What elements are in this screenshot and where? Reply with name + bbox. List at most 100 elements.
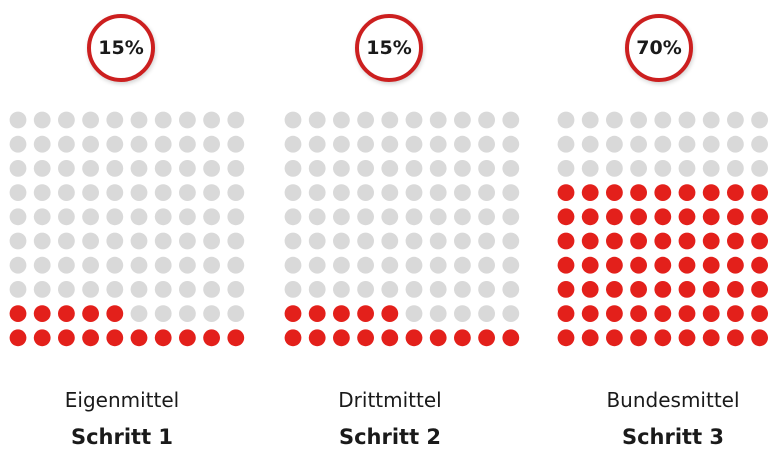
waffle-dot-empty	[33, 111, 51, 129]
waffle-dot-empty	[702, 111, 720, 129]
waffle-dot-empty	[203, 208, 221, 226]
waffle-dot-empty	[478, 281, 495, 298]
category-label-3: Bundesmittel	[606, 388, 740, 412]
waffle-dot-empty	[454, 184, 471, 201]
waffle-dot-empty	[33, 160, 51, 177]
waffle-dot-empty	[429, 232, 447, 250]
waffle-dot-empty	[333, 184, 350, 201]
waffle-dot-filled	[557, 232, 575, 250]
waffle-dot-filled	[33, 305, 51, 322]
waffle-dot-empty	[179, 208, 196, 226]
waffle-dot-empty	[179, 281, 196, 298]
waffle-dot-empty	[284, 111, 302, 129]
waffle-dot-filled	[581, 329, 599, 347]
waffle-dot-filled	[154, 329, 172, 347]
waffle-dot-empty	[429, 135, 447, 153]
step-label-3: Schritt 3	[621, 425, 725, 449]
waffle-dot-filled	[9, 329, 27, 347]
waffle-dot-empty	[357, 208, 374, 226]
waffle-dot-empty	[630, 160, 647, 177]
waffle-dot-empty	[284, 256, 302, 274]
waffle-dot-filled	[357, 329, 374, 347]
waffle-dot-empty	[454, 160, 471, 177]
waffle-dot-empty	[429, 256, 447, 274]
waffle-dot-empty	[227, 184, 245, 201]
waffle-dot-filled	[678, 184, 696, 201]
waffle-dot-empty	[478, 305, 495, 322]
waffle-dot-filled	[82, 305, 99, 322]
waffle-dot-empty	[9, 208, 27, 226]
waffle-dot-empty	[502, 232, 520, 250]
waffle-dot-empty	[203, 256, 221, 274]
waffle-dot-empty	[82, 208, 99, 226]
waffle-dot-empty	[130, 208, 148, 226]
waffle-dot-empty	[478, 232, 495, 250]
waffle-dot-empty	[405, 208, 423, 226]
waffle-dot-empty	[130, 256, 148, 274]
waffle-dot-empty	[502, 184, 520, 201]
waffle-dot-empty	[106, 111, 124, 129]
waffle-dot-empty	[227, 111, 245, 129]
waffle-dot-empty	[203, 232, 221, 250]
waffle-dot-empty	[381, 111, 399, 129]
waffle-dot-empty	[454, 135, 471, 153]
waffle-dot-empty	[9, 232, 27, 250]
waffle-dot-empty	[606, 160, 623, 177]
waffle-dot-filled	[678, 305, 696, 322]
waffle-dot-empty	[654, 135, 672, 153]
waffle-dot-empty	[9, 184, 27, 201]
waffle-dot-empty	[203, 184, 221, 201]
waffle-dot-empty	[58, 208, 75, 226]
waffle-dot-empty	[154, 160, 172, 177]
waffle-dot-empty	[333, 111, 350, 129]
waffle-dot-filled	[630, 329, 647, 347]
waffle-dot-empty	[381, 208, 399, 226]
waffle-dot-empty	[227, 208, 245, 226]
waffle-dot-filled	[751, 329, 768, 347]
waffle-dot-empty	[381, 256, 399, 274]
waffle-dot-empty	[33, 184, 51, 201]
waffle-dot-filled	[751, 232, 768, 250]
waffle-dot-filled	[630, 281, 647, 298]
waffle-dot-empty	[154, 232, 172, 250]
category-label-2: Drittmittel	[338, 388, 442, 412]
waffle-dot-filled	[557, 184, 575, 201]
waffle-dot-filled	[678, 256, 696, 274]
waffle-dot-empty	[179, 184, 196, 201]
waffle-dot-filled	[581, 256, 599, 274]
waffle-dot-empty	[284, 281, 302, 298]
waffle-dot-empty	[333, 160, 350, 177]
waffle-dot-empty	[154, 184, 172, 201]
waffle-dot-filled	[606, 232, 623, 250]
waffle-dot-empty	[630, 111, 647, 129]
waffle-dot-empty	[357, 111, 374, 129]
waffle-dot-empty	[357, 184, 374, 201]
waffle-dot-empty	[227, 232, 245, 250]
waffle-dot-empty	[179, 256, 196, 274]
waffle-dot-empty	[130, 281, 148, 298]
waffle-dot-empty	[58, 184, 75, 201]
waffle-dot-empty	[333, 256, 350, 274]
waffle-dot-empty	[581, 135, 599, 153]
waffle-dot-empty	[381, 184, 399, 201]
waffle-dot-filled	[702, 232, 720, 250]
waffle-dot-empty	[58, 281, 75, 298]
waffle-dot-empty	[502, 135, 520, 153]
waffle-dot-filled	[678, 232, 696, 250]
waffle-dot-empty	[751, 135, 768, 153]
waffle-dot-empty	[33, 256, 51, 274]
waffle-dot-empty	[227, 256, 245, 274]
percent-label-1: 15%	[98, 37, 144, 59]
waffle-dot-empty	[9, 160, 27, 177]
waffle-dot-empty	[33, 232, 51, 250]
waffle-dot-empty	[557, 160, 575, 177]
waffle-dot-filled	[654, 184, 672, 201]
waffle-dot-empty	[702, 160, 720, 177]
waffle-dot-empty	[227, 305, 245, 322]
waffle-dot-empty	[106, 281, 124, 298]
waffle-dot-empty	[654, 111, 672, 129]
waffle-dot-empty	[227, 135, 245, 153]
waffle-dot-filled	[702, 256, 720, 274]
waffle-dot-empty	[606, 135, 623, 153]
waffle-dot-empty	[154, 208, 172, 226]
